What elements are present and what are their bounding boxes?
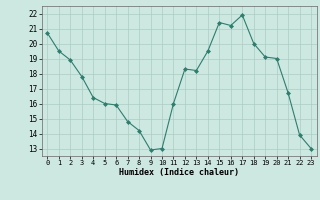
- X-axis label: Humidex (Indice chaleur): Humidex (Indice chaleur): [119, 168, 239, 177]
